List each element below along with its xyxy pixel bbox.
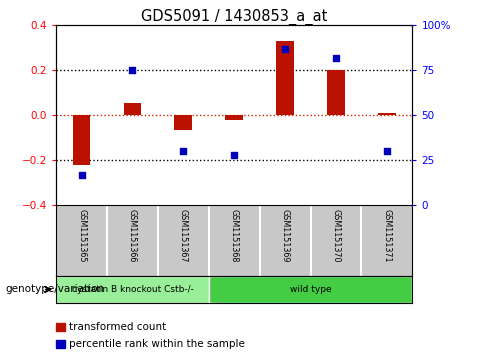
Text: GDS5091 / 1430853_a_at: GDS5091 / 1430853_a_at xyxy=(141,9,327,25)
Bar xyxy=(73,115,90,165)
Text: GSM1151369: GSM1151369 xyxy=(281,209,290,262)
Point xyxy=(180,148,187,154)
Text: cystatin B knockout Cstb-/-: cystatin B knockout Cstb-/- xyxy=(72,285,193,294)
Text: transformed count: transformed count xyxy=(69,322,166,332)
Point xyxy=(78,172,85,178)
Bar xyxy=(225,115,243,120)
Bar xyxy=(56,276,209,303)
Bar xyxy=(378,113,396,115)
Text: GSM1151367: GSM1151367 xyxy=(179,209,188,262)
Point xyxy=(128,68,136,73)
Text: GSM1151365: GSM1151365 xyxy=(77,209,86,262)
Point xyxy=(281,46,289,52)
Text: wild type: wild type xyxy=(290,285,331,294)
Bar xyxy=(276,41,294,115)
Bar xyxy=(209,276,412,303)
Bar xyxy=(327,70,345,115)
Text: GSM1151371: GSM1151371 xyxy=(383,209,391,262)
Bar xyxy=(123,103,142,115)
Text: genotype/variation: genotype/variation xyxy=(5,285,104,294)
Text: GSM1151368: GSM1151368 xyxy=(230,209,239,262)
Point xyxy=(230,152,238,158)
Text: percentile rank within the sample: percentile rank within the sample xyxy=(69,339,244,349)
Text: GSM1151370: GSM1151370 xyxy=(331,209,341,262)
Bar xyxy=(174,115,192,130)
Point xyxy=(383,148,391,154)
Text: GSM1151366: GSM1151366 xyxy=(128,209,137,262)
Point xyxy=(332,55,340,61)
